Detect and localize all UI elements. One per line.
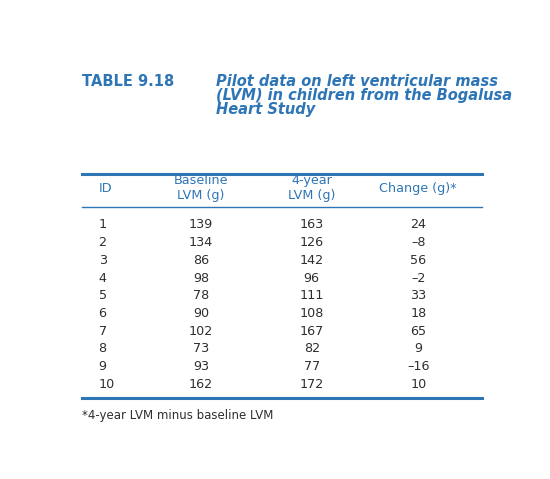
Text: Pilot data on left ventricular mass: Pilot data on left ventricular mass — [216, 74, 498, 89]
Text: 102: 102 — [189, 325, 213, 338]
Text: 139: 139 — [189, 218, 213, 231]
Text: 82: 82 — [304, 342, 320, 355]
Text: 96: 96 — [304, 272, 320, 285]
Text: 10: 10 — [410, 378, 426, 391]
Text: Change (g)*: Change (g)* — [379, 182, 457, 195]
Text: Baseline
LVM (g): Baseline LVM (g) — [174, 174, 228, 203]
Text: (LVM) in children from the Bogalusa: (LVM) in children from the Bogalusa — [216, 88, 512, 103]
Text: 5: 5 — [98, 289, 107, 302]
Text: 134: 134 — [189, 236, 213, 249]
Text: 1: 1 — [98, 218, 107, 231]
Text: 163: 163 — [300, 218, 324, 231]
Text: 3: 3 — [98, 254, 107, 267]
Text: 33: 33 — [410, 289, 426, 302]
Text: 90: 90 — [193, 307, 209, 320]
Text: 6: 6 — [98, 307, 107, 320]
Text: 9: 9 — [414, 342, 422, 355]
Text: 98: 98 — [193, 272, 209, 285]
Text: 10: 10 — [98, 378, 115, 391]
Text: 4-year
LVM (g): 4-year LVM (g) — [288, 174, 336, 203]
Text: 167: 167 — [300, 325, 324, 338]
Text: ID: ID — [98, 182, 112, 195]
Text: 24: 24 — [410, 218, 426, 231]
Text: 73: 73 — [192, 342, 209, 355]
Text: 172: 172 — [300, 378, 324, 391]
Text: 9: 9 — [98, 360, 107, 373]
Text: 126: 126 — [300, 236, 324, 249]
Text: 111: 111 — [300, 289, 324, 302]
Text: 2: 2 — [98, 236, 107, 249]
Text: 7: 7 — [98, 325, 107, 338]
Text: Heart Study: Heart Study — [216, 102, 315, 117]
Text: –2: –2 — [411, 272, 426, 285]
Text: 4: 4 — [98, 272, 107, 285]
Text: 65: 65 — [410, 325, 426, 338]
Text: –8: –8 — [411, 236, 426, 249]
Text: 18: 18 — [410, 307, 426, 320]
Text: 8: 8 — [98, 342, 107, 355]
Text: 162: 162 — [189, 378, 213, 391]
Text: 77: 77 — [304, 360, 320, 373]
Text: 108: 108 — [300, 307, 324, 320]
Text: –16: –16 — [407, 360, 430, 373]
Text: TABLE 9.18: TABLE 9.18 — [81, 74, 174, 89]
Text: 78: 78 — [192, 289, 209, 302]
Text: 142: 142 — [300, 254, 324, 267]
Text: *4-year LVM minus baseline LVM: *4-year LVM minus baseline LVM — [81, 409, 273, 422]
Text: 86: 86 — [193, 254, 209, 267]
Text: 93: 93 — [193, 360, 209, 373]
Text: 56: 56 — [410, 254, 426, 267]
